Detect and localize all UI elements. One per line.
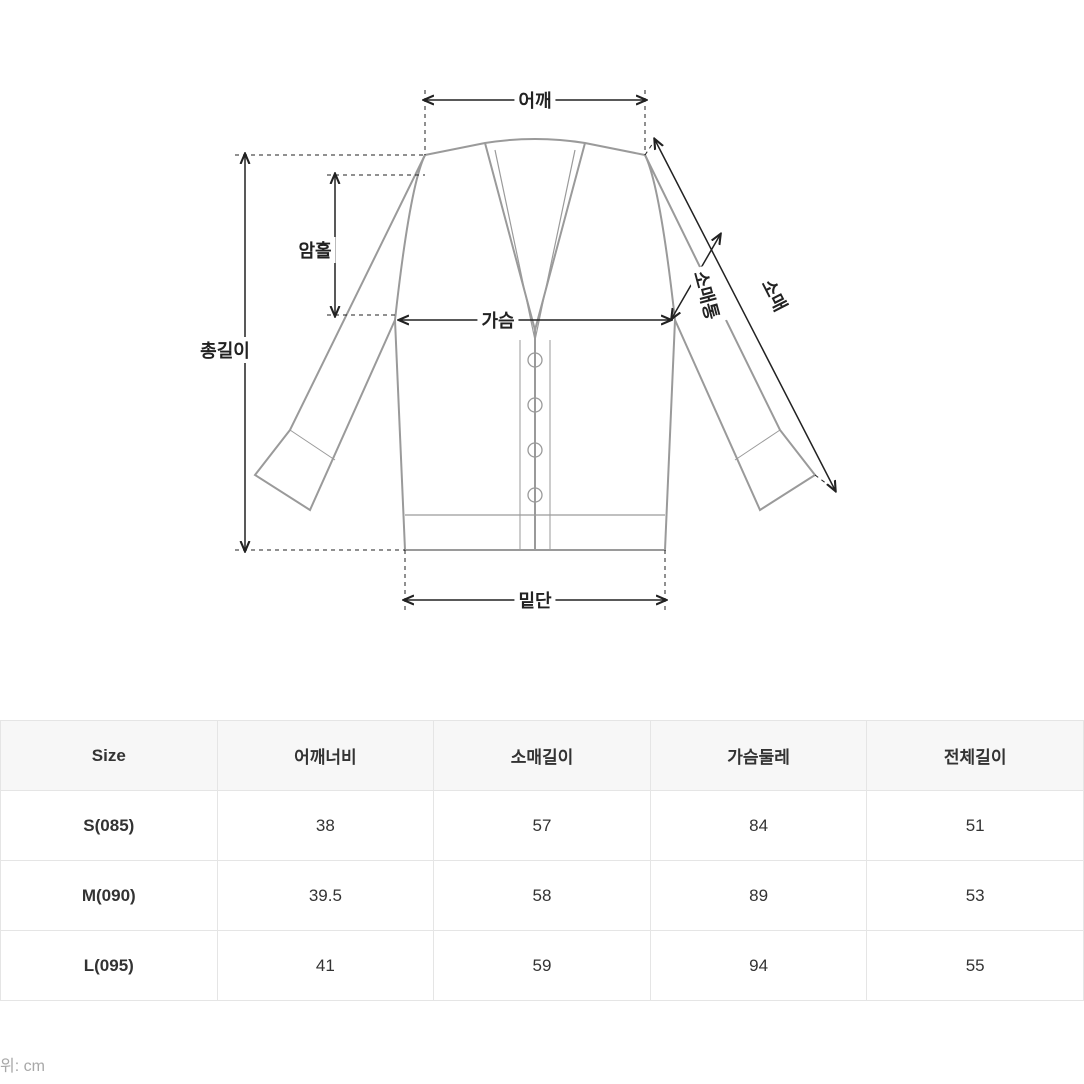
value-cell: 84 <box>650 791 867 861</box>
label-shoulder: 어깨 <box>514 87 555 113</box>
value-cell: 39.5 <box>217 861 434 931</box>
label-hem: 밑단 <box>514 587 555 613</box>
table-header-cell: Size <box>1 721 218 791</box>
table-header-cell: 전체길이 <box>867 721 1084 791</box>
label-chest: 가슴 <box>477 307 518 333</box>
value-cell: 53 <box>867 861 1084 931</box>
size-table: Size어깨너비소매길이가슴둘레전체길이 S(085)38578451M(090… <box>0 720 1084 1001</box>
value-cell: 59 <box>434 931 651 1001</box>
value-cell: 89 <box>650 861 867 931</box>
value-cell: 94 <box>650 931 867 1001</box>
table-row: M(090)39.5588953 <box>1 861 1084 931</box>
value-cell: 57 <box>434 791 651 861</box>
value-cell: 41 <box>217 931 434 1001</box>
value-cell: 55 <box>867 931 1084 1001</box>
label-total-length: 총길이 <box>196 337 254 363</box>
table-row: L(095)41599455 <box>1 931 1084 1001</box>
size-cell: S(085) <box>1 791 218 861</box>
value-cell: 38 <box>217 791 434 861</box>
table-header-row: Size어깨너비소매길이가슴둘레전체길이 <box>1 721 1084 791</box>
table-header-cell: 어깨너비 <box>217 721 434 791</box>
size-table-area: Size어깨너비소매길이가슴둘레전체길이 S(085)38578451M(090… <box>0 720 1084 1001</box>
size-cell: M(090) <box>1 861 218 931</box>
value-cell: 58 <box>434 861 651 931</box>
table-row: S(085)38578451 <box>1 791 1084 861</box>
value-cell: 51 <box>867 791 1084 861</box>
cardigan-svg <box>0 60 1084 620</box>
unit-note: 위: cm <box>0 1052 45 1076</box>
size-cell: L(095) <box>1 931 218 1001</box>
table-header-cell: 소매길이 <box>434 721 651 791</box>
table-header-cell: 가슴둘레 <box>650 721 867 791</box>
label-armhole: 암홀 <box>294 237 335 263</box>
measurement-diagram: 어깨 암홀 가슴 소매통 소매 총길이 밑단 <box>0 60 1084 620</box>
table-body: S(085)38578451M(090)39.5588953L(095)4159… <box>1 791 1084 1001</box>
